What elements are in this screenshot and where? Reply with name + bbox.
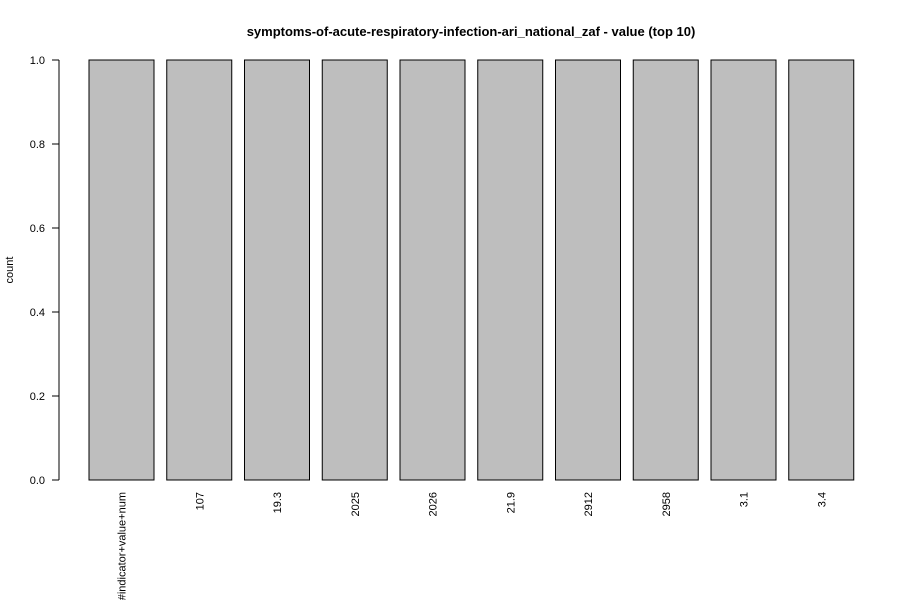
y-tick-label: 0.0	[30, 475, 45, 487]
y-tick-label: 0.6	[30, 223, 45, 235]
x-tick-label: #indicator+value+num	[117, 492, 129, 600]
x-tick-label: 107	[194, 492, 206, 510]
x-axis-tick-labels: #indicator+value+num 107 19.3 2025 2026 21.9 2…	[117, 492, 829, 600]
x-tick-label: 2026	[428, 492, 440, 516]
bar	[321, 59, 388, 481]
bar	[555, 59, 621, 481]
y-tick-label: 0.4	[30, 307, 45, 319]
chart-title: symptoms-of-acute-respiratory-infection-…	[247, 24, 696, 39]
y-tick-label: 1.0	[30, 55, 45, 67]
bar	[399, 59, 466, 481]
bars	[88, 59, 855, 481]
bar	[632, 59, 699, 481]
x-tick-label: 2025	[350, 492, 362, 516]
bar	[477, 59, 544, 481]
x-tick-label: 19.3	[272, 492, 284, 513]
bar	[166, 59, 233, 481]
y-tick-label: 0.2	[30, 391, 45, 403]
bar	[88, 59, 155, 481]
bar	[788, 59, 855, 481]
bar	[244, 59, 310, 481]
x-tick-label: 2958	[661, 492, 673, 516]
x-tick-label: 3.1	[739, 492, 751, 507]
x-tick-label: 3.4	[816, 492, 828, 507]
y-axis-ticks: 0.0 0.2 0.4 0.6 0.8 1.0	[30, 55, 59, 487]
x-tick-label: 2912	[583, 492, 595, 516]
x-tick-label: 21.9	[505, 492, 517, 513]
y-axis-title: count	[4, 257, 16, 284]
y-tick-label: 0.8	[30, 139, 45, 151]
bar	[710, 59, 777, 481]
